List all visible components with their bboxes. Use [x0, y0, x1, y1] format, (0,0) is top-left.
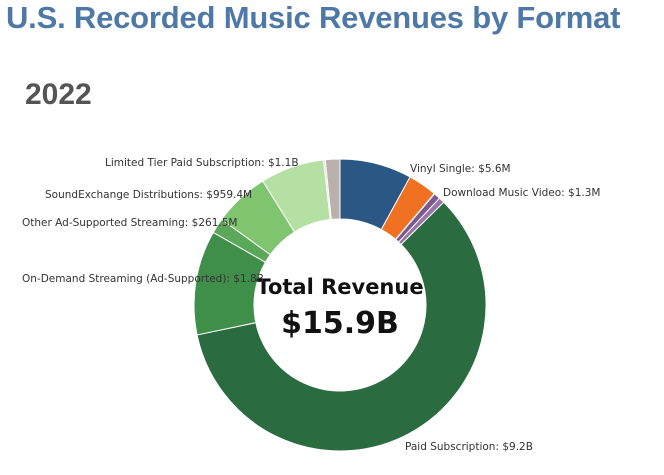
center-total-label: Total Revenue — [256, 275, 423, 299]
label-other-ad-supported-streaming: Other Ad-Supported Streaming: $261.5M — [22, 217, 237, 229]
label-on-demand-streaming-ad-supported: On-Demand Streaming (Ad-Supported): $1.8… — [22, 273, 264, 285]
slice-paid-subscription[interactable] — [196, 201, 487, 452]
label-vinyl-single: Vinyl Single: $5.6M — [410, 163, 511, 175]
label-download-music-video: Download Music Video: $1.3M — [443, 187, 600, 199]
label-limited-tier-paid-subscription: Limited Tier Paid Subscription: $1.1B — [105, 157, 299, 169]
label-paid-subscription: Paid Subscription: $9.2B — [405, 441, 533, 453]
donut-slices — [193, 158, 487, 452]
donut-hole — [254, 219, 426, 391]
center-total-value: $15.9B — [281, 306, 399, 341]
label-soundexchange-distributions: SoundExchange Distributions: $959.4M — [45, 189, 252, 201]
chart-subtitle-year: 2022 — [25, 78, 92, 111]
slice-labels: Vinyl Single: $5.6M Download Music Video:… — [22, 157, 600, 453]
chart-title: U.S. Recorded Music Revenues by Format — [6, 0, 621, 35]
